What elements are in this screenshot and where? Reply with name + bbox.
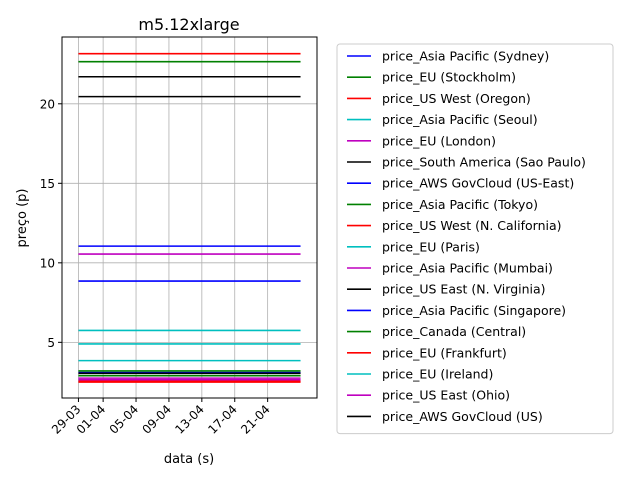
- y-tick-label: 15: [40, 177, 55, 191]
- legend-entry: price_US West (N. California): [382, 218, 562, 233]
- legend-entry: price_EU (Paris): [382, 239, 480, 254]
- x-tick-label: 17-04: [205, 402, 240, 437]
- legend-entry: price_EU (London): [382, 133, 496, 148]
- legend-entry: price_South America (Sao Paulo): [382, 155, 586, 170]
- chart-title: m5.12xlarge: [138, 15, 239, 34]
- legend-entry: price_AWS GovCloud (US-East): [382, 176, 574, 191]
- legend-frame: [336, 43, 614, 435]
- legend-entry: price_EU (Frankfurt): [382, 345, 507, 360]
- y-tick-label: 5: [47, 336, 55, 350]
- legend-entry: price_Asia Pacific (Singapore): [382, 303, 566, 318]
- legend-items: price_Asia Pacific (Sydney) price_EU (Sto…: [347, 49, 586, 424]
- legend-entry: price_Canada (Central): [382, 324, 526, 339]
- y-tick-label: 20: [40, 97, 55, 111]
- legend-entry: price_EU (Ireland): [382, 367, 493, 382]
- series-layer: [78, 52, 301, 383]
- y-axis-label: preço (p): [15, 189, 30, 248]
- plot-frame: [61, 36, 318, 399]
- legend-entry: price_US East (Ohio): [382, 388, 510, 403]
- legend-entry: price_Asia Pacific (Mumbai): [382, 261, 553, 276]
- legend-entry: price_EU (Stockholm): [382, 70, 516, 85]
- legend: price_Asia Pacific (Sydney) price_EU (Sto…: [336, 43, 614, 435]
- x-tick-label: 05-04: [107, 402, 142, 437]
- legend-entry: price_US East (N. Virginia): [382, 282, 546, 297]
- x-tick-label: 21-04: [238, 402, 273, 437]
- legend-entry: price_Asia Pacific (Sydney): [382, 49, 549, 64]
- y-tick-label: 10: [40, 256, 55, 270]
- x-axis-label: data (s): [164, 452, 214, 467]
- x-tick-label: 01-04: [74, 402, 109, 437]
- legend-entry: price_Asia Pacific (Seoul): [382, 112, 538, 127]
- legend-entry: price_AWS GovCloud (US): [382, 409, 543, 424]
- x-tick-label: 09-04: [139, 402, 174, 437]
- y-axis: 5 10 15 20: [40, 97, 62, 350]
- x-tick-label: 13-04: [172, 402, 207, 437]
- legend-entry: price_US West (Oregon): [382, 91, 531, 106]
- legend-entry: price_Asia Pacific (Tokyo): [382, 197, 538, 212]
